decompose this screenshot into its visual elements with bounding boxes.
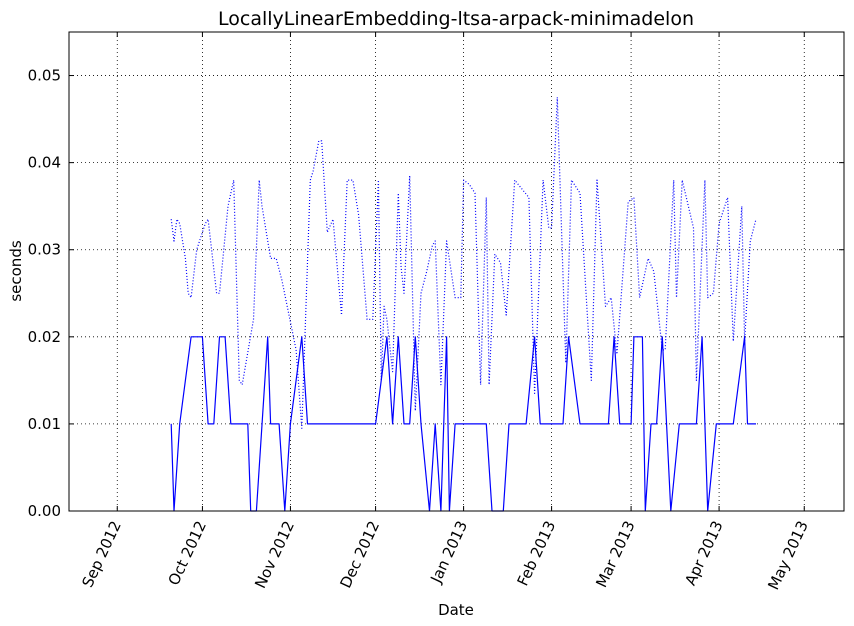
y-tick-labels: 0.00 0.01 0.02 0.03 0.04 0.05 [28,67,61,520]
axis-ticks [69,32,844,512]
y-tick-label: 0.01 [28,415,61,433]
series-line-solid [170,336,756,512]
y-tick-label: 0.05 [28,67,61,85]
y-tick-label: 0.03 [28,241,61,259]
series-layer [170,96,757,512]
y-tick-label: 0.02 [28,328,61,346]
y-tick-label: 0.04 [28,154,61,172]
x-axis-label: Date [438,601,474,619]
y-axis-label: seconds [7,240,25,301]
y-tick-label: 0.00 [28,502,61,520]
series-line-dotted [170,96,757,429]
plot-area-frame [68,31,845,512]
chart-title: LocallyLinearEmbedding-ltsa-arpack-minim… [218,8,694,30]
